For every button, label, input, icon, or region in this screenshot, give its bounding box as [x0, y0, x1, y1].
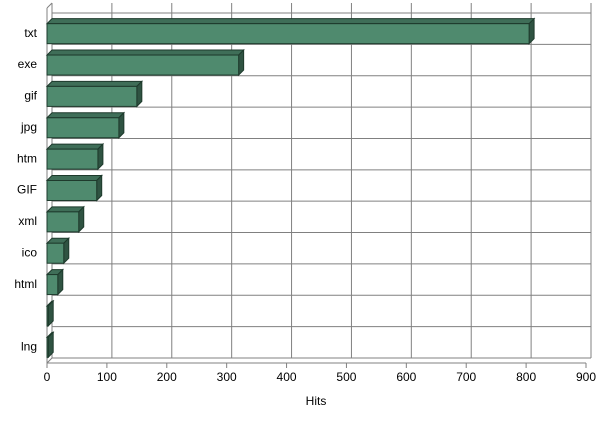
- x-axis-label: Hits: [306, 394, 327, 408]
- bar: [46, 180, 98, 201]
- y-tick-label: html: [14, 277, 37, 291]
- bar: [46, 85, 138, 107]
- bar: [46, 211, 80, 233]
- bar-side: [47, 331, 54, 359]
- bar-side: [96, 174, 103, 202]
- wall-top: [46, 2, 53, 9]
- y-tick-label: txt: [24, 26, 37, 40]
- bar-side: [136, 80, 143, 108]
- x-tick-label: 300: [217, 370, 237, 384]
- y-tick-label: GIF: [17, 183, 37, 197]
- y-tick-label: gif: [24, 89, 37, 103]
- bar: [46, 148, 99, 170]
- y-tick-label: htm: [17, 151, 37, 165]
- y-tick-label: ico: [22, 245, 38, 259]
- bar: [46, 274, 59, 296]
- bar-side: [528, 17, 535, 45]
- y-tick-label: xml: [18, 214, 37, 228]
- bar-top: [45, 143, 105, 150]
- x-tick-label: 200: [157, 370, 177, 384]
- bar: [46, 336, 49, 358]
- bar-side: [118, 111, 125, 139]
- bar-top: [45, 80, 144, 87]
- bar-top: [45, 206, 85, 213]
- x-tick-label: 600: [396, 370, 416, 384]
- y-tick-label: jpg: [20, 120, 37, 134]
- bar-side: [97, 142, 104, 171]
- x-tick-label: 500: [336, 370, 356, 384]
- bar-top: [45, 112, 126, 119]
- x-tick-label: 0: [44, 370, 51, 384]
- bar-top: [45, 49, 245, 56]
- y-tick-label: lng: [21, 339, 37, 353]
- bar: [46, 54, 240, 76]
- bar-side: [238, 48, 245, 77]
- x-tick-label: 800: [516, 370, 536, 384]
- bar-side: [78, 205, 85, 234]
- bar: [46, 117, 120, 139]
- x-tick-label: 900: [576, 370, 596, 384]
- x-tick-label: 400: [277, 370, 297, 384]
- bar-side: [57, 268, 64, 296]
- bar-side: [47, 299, 54, 328]
- bar: [46, 305, 49, 327]
- bar-top: [45, 175, 103, 181]
- bar: [46, 23, 530, 45]
- x-tick-label: 700: [456, 370, 476, 384]
- bar-side: [63, 237, 70, 265]
- x-tick-label: 100: [97, 370, 117, 384]
- y-tick-label: exe: [18, 57, 38, 71]
- bar-top: [45, 18, 536, 25]
- bar: [46, 242, 65, 264]
